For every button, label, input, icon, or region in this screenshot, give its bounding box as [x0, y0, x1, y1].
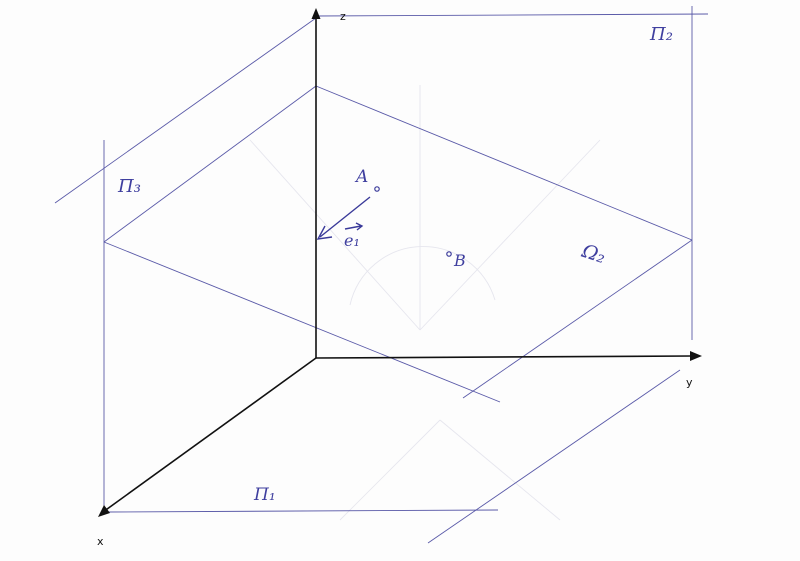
x-axis-label: x: [97, 535, 104, 548]
plane-label-pi2: Π₂: [649, 24, 673, 45]
plane-pi3-outline: [54, 17, 317, 512]
plane-pi1-outline: [107, 369, 681, 544]
z-axis-arrowhead: [311, 8, 321, 19]
vector-e1-label: e₁: [344, 231, 360, 250]
x-axis-arrowhead: [98, 505, 110, 517]
coordinate-axes: [98, 8, 702, 517]
x-axis: [102, 357, 317, 513]
plane-pi2-outline: [315, 6, 709, 340]
plane-label-pi1: Π₁: [253, 485, 276, 505]
vector-e1-overarrow-head: [355, 222, 364, 231]
y-axis-arrowhead: [690, 351, 702, 361]
y-axis-label: y: [686, 376, 693, 389]
point-a-marker: [374, 186, 380, 192]
show-through-marks: [249, 85, 601, 521]
plane-omega2-outline: [103, 85, 693, 403]
plane-label-pi3: Π₃: [117, 176, 141, 197]
plane-label-omega2: Ω₂: [578, 240, 608, 268]
z-axis-label: z: [340, 10, 346, 23]
vector-e1-overarrow: [344, 225, 362, 230]
point-b-label: B: [453, 251, 466, 270]
point-a-label: A: [354, 167, 368, 187]
y-axis: [315, 355, 693, 359]
vector-e1-arrow: [316, 196, 371, 240]
point-b-marker: [446, 251, 452, 257]
